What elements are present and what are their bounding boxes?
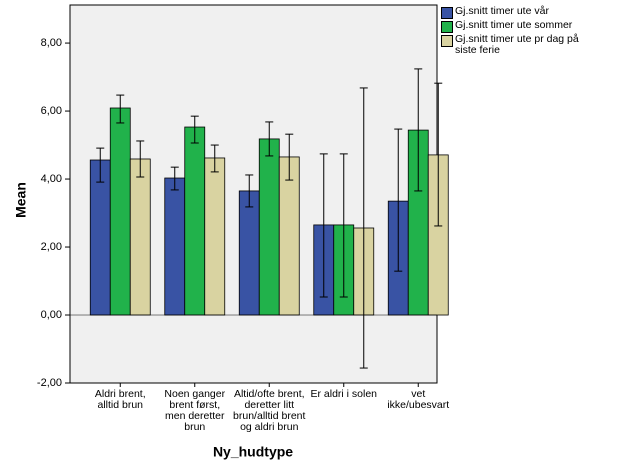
y-axis-title: Mean <box>13 182 29 218</box>
legend-label: Gj.snitt timer ute pr dag på siste ferie <box>455 33 579 56</box>
x-tick-label: Noen ganger brent først, men deretter br… <box>164 388 226 433</box>
legend-swatch <box>441 35 453 47</box>
bar <box>129 158 151 316</box>
bar <box>278 156 300 316</box>
x-tick-label: vet ikke/ubesvart <box>387 388 450 411</box>
x-axis-title: Ny_hudtype <box>213 444 293 460</box>
legend-swatch <box>441 21 453 33</box>
legend-label: Gj.snitt timer ute vår <box>455 5 549 17</box>
y-tick-label: 8,00 <box>41 37 62 49</box>
x-tick-label: Er aldri i solen <box>310 388 378 400</box>
y-tick-label: 6,00 <box>41 105 62 117</box>
bar <box>238 190 260 316</box>
y-tick-label: 0,00 <box>41 309 62 321</box>
bar <box>258 138 280 316</box>
bar <box>109 107 131 316</box>
bar <box>89 159 111 316</box>
x-tick-label: Altid/ofte brent, deretter litt brun/all… <box>233 388 306 433</box>
legend-label: Gj.snitt timer ute sommer <box>455 19 573 31</box>
legend-swatch <box>441 7 453 19</box>
y-tick-label: 2,00 <box>41 241 62 253</box>
x-tick-label: Aldri brent, alltid brun <box>94 388 146 411</box>
bar <box>164 177 186 316</box>
bar <box>184 126 206 316</box>
y-tick-label: 4,00 <box>41 173 62 185</box>
bar <box>204 157 226 316</box>
y-tick-label: -2,00 <box>37 377 62 389</box>
